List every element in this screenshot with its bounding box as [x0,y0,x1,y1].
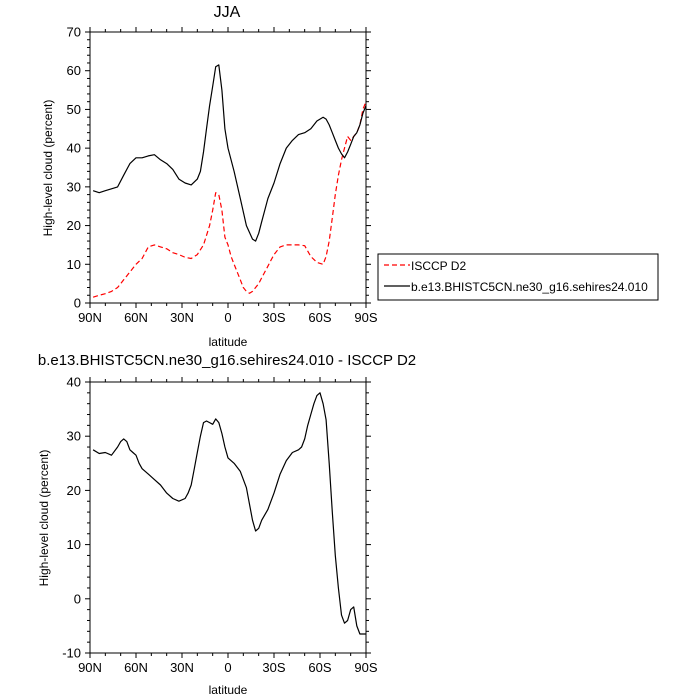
chart-title: JJA [214,4,241,21]
y-tick-label: 30 [67,429,81,444]
y-axis-label: High-level cloud (percent) [41,100,55,237]
legend-label-model: b.e13.BHISTC5CN.ne30_g16.sehires24.010 [411,280,648,294]
x-tick-label: 60S [308,310,331,325]
x-tick-label: 90S [354,310,377,325]
legend: ISCCP D2 b.e13.BHISTC5CN.ne30_g16.sehire… [377,253,659,301]
x-axis: 90N 60N 30N 0 30S 60S 90S [78,27,378,325]
x-tick-label: 0 [224,310,231,325]
x-axis-label: latitude [209,335,248,349]
y-tick-label: 10 [67,257,81,272]
x-tick-label: 30S [262,310,285,325]
x-tick-label: 60N [124,310,148,325]
x-tick-label: 90N [78,660,102,675]
y-tick-label: 70 [67,25,81,40]
x-axis-label: latitude [209,683,248,697]
y-tick-label: 0 [74,296,81,311]
x-tick-label: 60S [308,660,331,675]
x-tick-label: 30N [170,310,194,325]
x-tick-label: 30N [170,660,194,675]
y-tick-label: 60 [67,63,81,78]
y-tick-label: -10 [62,646,81,661]
x-tick-label: 90N [78,310,102,325]
y-tick-label: 10 [67,537,81,552]
x-tick-label: 0 [224,660,231,675]
plot-frame [89,31,367,304]
legend-label-isccp: ISCCP D2 [411,259,466,273]
series-line-difference [92,392,366,635]
series-line-model [92,64,367,242]
plot-lines [92,392,366,635]
y-tick-label: 40 [67,141,81,156]
series-line-isccp [92,101,367,298]
y-tick-label: 40 [67,375,81,390]
y-tick-label: 50 [67,102,81,117]
plot-frame [89,381,367,654]
chart-difference: b.e13.BHISTC5CN.ne30_g16.sehires24.010 -… [37,352,416,697]
x-tick-label: 30S [262,660,285,675]
y-tick-label: 30 [67,179,81,194]
y-axis-label: High-level cloud (percent) [37,450,51,587]
y-tick-label: 20 [67,483,81,498]
plot-lines [92,64,367,298]
y-tick-label: 20 [67,218,81,233]
x-axis: 90N 60N 30N 0 30S 60S 90S [78,377,378,675]
y-axis: -10 0 10 20 30 40 [62,375,371,661]
chart-title: b.e13.BHISTC5CN.ne30_g16.sehires24.010 -… [38,352,416,369]
legend-box [377,253,659,301]
x-tick-label: 60N [124,660,148,675]
x-tick-label: 90S [354,660,377,675]
y-axis: 0 10 20 30 40 50 60 70 [67,25,371,311]
y-tick-label: 0 [74,591,81,606]
